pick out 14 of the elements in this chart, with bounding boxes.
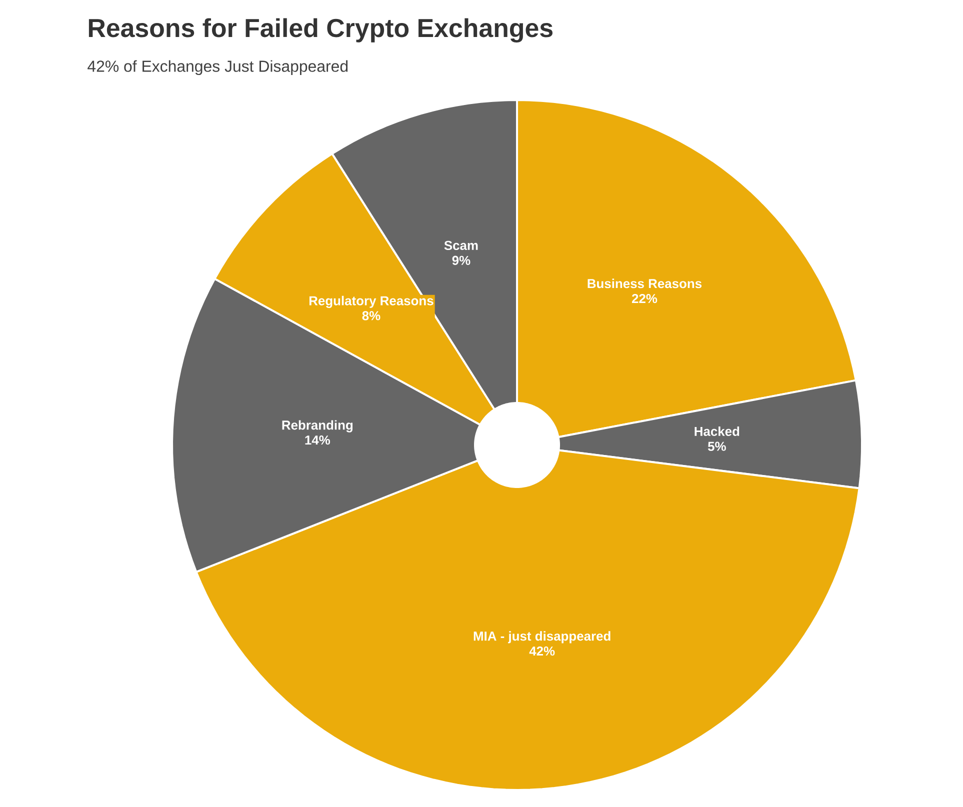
slice-label: Scam (444, 240, 478, 250)
data-label: 14% (305, 436, 330, 445)
slice-label: MIA - just disappeared (474, 631, 610, 644)
slice-label: Regulatory Reasons (309, 296, 434, 308)
slice-label: Business Reasons (588, 278, 702, 288)
slice-label: Hacked (694, 426, 740, 436)
chart-subtitle: 42% of Exchanges Just Disappeared (88, 60, 348, 76)
data-label: 22% (632, 294, 658, 304)
data-label: 42% (529, 646, 555, 656)
chart-title: Reasons for Failed Crypto Exchanges (88, 18, 552, 42)
data-label: 9% (452, 256, 470, 265)
slice-label: Rebranding (282, 420, 353, 432)
data-label: 8% (362, 311, 380, 320)
data-label: 5% (708, 442, 726, 451)
